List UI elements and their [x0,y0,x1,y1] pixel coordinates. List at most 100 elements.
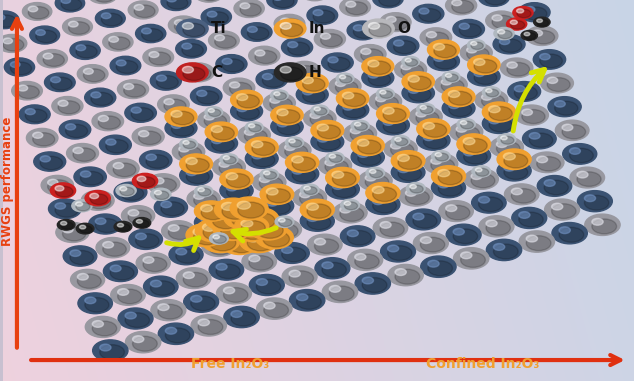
Circle shape [342,92,354,99]
Circle shape [281,247,293,253]
Circle shape [559,227,584,242]
Circle shape [282,266,317,287]
Circle shape [51,77,72,90]
Circle shape [95,9,126,27]
Circle shape [81,171,103,185]
Circle shape [424,134,434,141]
Circle shape [517,9,524,13]
Circle shape [44,73,75,91]
Circle shape [353,25,375,38]
Circle shape [89,214,122,234]
Circle shape [267,200,290,215]
Circle shape [376,96,398,110]
Circle shape [307,215,318,221]
Circle shape [209,259,243,280]
Circle shape [537,156,548,163]
Circle shape [301,211,334,231]
Circle shape [373,199,396,213]
Circle shape [336,73,354,84]
Circle shape [65,124,75,130]
Circle shape [384,139,417,158]
Circle shape [264,302,275,309]
Circle shape [40,156,50,162]
Circle shape [36,30,56,43]
Circle shape [239,221,252,228]
Circle shape [417,104,435,114]
Circle shape [428,260,439,267]
Circle shape [224,287,235,294]
Circle shape [222,58,232,64]
Circle shape [237,106,247,112]
Circle shape [136,233,146,240]
Circle shape [171,110,182,117]
Circle shape [133,336,144,343]
Circle shape [267,189,290,203]
Circle shape [373,198,384,205]
Circle shape [198,320,223,335]
Circle shape [209,31,239,50]
Circle shape [245,137,278,157]
Circle shape [489,106,500,113]
Circle shape [184,291,219,312]
Circle shape [290,290,325,311]
Circle shape [55,203,78,217]
Circle shape [110,56,141,75]
Circle shape [79,225,86,229]
Circle shape [471,173,482,179]
Circle shape [295,65,306,71]
Circle shape [496,141,520,156]
Circle shape [416,111,439,125]
Circle shape [479,216,514,237]
Circle shape [307,204,331,218]
Circle shape [183,141,196,149]
Circle shape [275,243,309,263]
Circle shape [544,180,568,195]
Circle shape [128,210,152,224]
Circle shape [274,92,287,100]
Circle shape [486,89,492,93]
Circle shape [378,0,400,6]
Circle shape [366,182,400,203]
Circle shape [421,256,456,277]
Circle shape [203,224,230,240]
Circle shape [63,18,93,36]
Circle shape [280,19,302,32]
Circle shape [223,156,230,160]
Circle shape [514,85,525,92]
Circle shape [461,253,486,267]
Circle shape [275,216,294,227]
Circle shape [146,154,157,160]
Circle shape [377,104,410,123]
Circle shape [416,110,427,117]
Circle shape [235,227,269,248]
Circle shape [315,258,350,279]
Circle shape [221,202,235,210]
Circle shape [227,204,261,224]
Circle shape [420,106,433,114]
Text: Free In₂O₃: Free In₂O₃ [191,357,269,371]
Circle shape [577,172,601,186]
Circle shape [346,2,367,15]
Circle shape [41,175,74,195]
Circle shape [295,66,317,79]
Circle shape [191,315,226,336]
Circle shape [545,199,579,220]
Circle shape [503,153,515,160]
Circle shape [48,199,81,219]
Circle shape [482,87,500,98]
Circle shape [314,239,339,253]
Circle shape [270,97,280,103]
Circle shape [450,122,482,142]
Circle shape [449,103,472,117]
Circle shape [540,54,562,68]
Circle shape [176,249,200,263]
Circle shape [133,336,157,351]
Circle shape [238,203,252,211]
Circle shape [255,50,276,64]
Circle shape [343,93,366,107]
Circle shape [530,152,564,173]
Circle shape [442,87,475,107]
Circle shape [120,187,134,196]
Circle shape [249,255,260,262]
Circle shape [380,13,411,32]
